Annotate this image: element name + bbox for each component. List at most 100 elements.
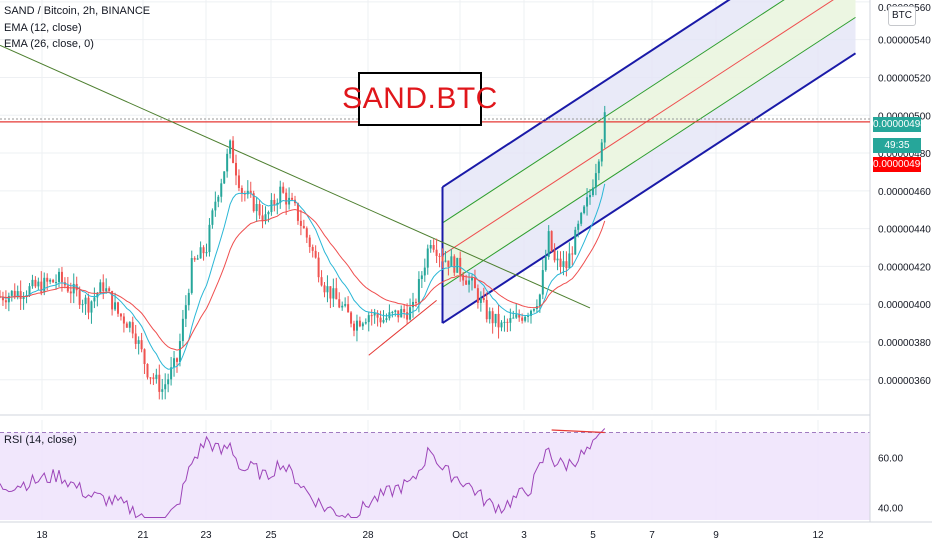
date-tick-label: 12: [812, 530, 824, 541]
candle-body: [364, 322, 367, 324]
candle-body: [603, 112, 606, 143]
candle-body: [152, 377, 155, 379]
candle-body: [479, 297, 482, 303]
candle-body: [462, 274, 465, 281]
candle-body: [556, 258, 559, 261]
candle-body: [586, 197, 589, 207]
candle-body: [296, 203, 299, 221]
candle-body: [574, 229, 577, 255]
candle-body: [137, 340, 140, 344]
candle-body: [447, 260, 450, 267]
support-line: [368, 300, 437, 356]
candle-body: [131, 322, 134, 334]
candle-body: [246, 190, 249, 195]
candle-body: [553, 250, 556, 261]
currency-badge[interactable]: BTC: [888, 6, 916, 26]
candle-body: [187, 292, 190, 306]
candle-body: [527, 315, 530, 317]
candle-body: [580, 212, 583, 224]
price-tick-label: 0.00000380: [878, 338, 931, 349]
candle-body: [471, 277, 473, 281]
candle-body: [167, 379, 170, 385]
candle-body: [414, 301, 417, 303]
candle-body: [597, 161, 600, 174]
channel-fill-outer-lower: [442, 17, 856, 324]
candle-body: [308, 237, 311, 247]
candle-body: [220, 183, 223, 197]
candle-body: [105, 288, 108, 292]
candle-body: [22, 297, 25, 299]
candle-body: [282, 186, 285, 193]
candle-body: [412, 301, 414, 308]
candle-body: [55, 282, 58, 284]
candle-body: [432, 245, 435, 250]
candle-body: [226, 153, 229, 172]
watermark-text: SAND.BTC: [342, 82, 498, 115]
candle-body: [34, 279, 37, 287]
candle-body: [485, 300, 488, 320]
candle-body: [350, 312, 353, 324]
rsi-legend[interactable]: RSI (14, close): [4, 434, 77, 446]
channel-outer-upper: [441, 0, 731, 188]
candle-body: [468, 280, 471, 285]
candle-body: [435, 249, 438, 256]
pitchfork-channel[interactable]: [441, 0, 857, 324]
candle-body: [594, 173, 597, 188]
candle-body: [532, 309, 535, 311]
candle-body: [125, 323, 128, 328]
rsi-band: [0, 432, 870, 520]
candle-body: [488, 311, 491, 320]
candle-body: [190, 258, 193, 293]
candle-body: [196, 258, 199, 260]
candle-body: [429, 245, 432, 249]
candle-body: [1, 296, 4, 301]
candle-body: [450, 256, 453, 267]
candle-body: [562, 261, 565, 267]
candle-body: [143, 349, 146, 365]
channel-median: [442, 0, 834, 256]
candle-body: [52, 279, 55, 283]
candle-body: [164, 384, 167, 390]
candle-body: [335, 288, 338, 300]
ema12-line: [0, 183, 606, 370]
candle-body: [524, 316, 527, 321]
candle-body: [544, 256, 547, 271]
candle-body: [7, 295, 10, 303]
candle-body: [473, 277, 476, 289]
candle-body: [559, 258, 562, 267]
candle-body: [279, 186, 282, 203]
ema12-legend[interactable]: EMA (12, close): [4, 22, 82, 34]
candle-body: [261, 215, 264, 222]
candle-body: [583, 206, 586, 213]
date-tick-label: Oct: [452, 530, 468, 541]
channel-inner-lower: [442, 16, 856, 288]
price-tick-label: 0.00000400: [878, 300, 931, 311]
candle-body: [255, 204, 258, 212]
candle-body: [237, 175, 240, 188]
candle-body: [521, 317, 524, 321]
candle-body: [117, 302, 119, 314]
candle-body: [75, 283, 78, 291]
candle-body: [285, 192, 288, 205]
candle-body: [10, 290, 13, 296]
ema26-legend[interactable]: EMA (26, close, 0): [4, 38, 94, 50]
candle-body: [530, 310, 532, 316]
candle-body: [302, 225, 305, 229]
rsi-pane: [0, 428, 606, 519]
price-tick-label: 0.00000500: [878, 111, 931, 122]
red-line-price-tag: 0.00000496: [873, 157, 926, 172]
candle-body: [288, 197, 291, 205]
candle-body: [193, 258, 196, 260]
last-price-tag: 0.00000498: [873, 117, 926, 132]
candle-body: [155, 374, 158, 379]
candle-body: [81, 304, 84, 306]
candle-body: [503, 321, 506, 323]
symbol-title[interactable]: SAND / Bitcoin, 2h, BINANCE: [4, 5, 151, 17]
candle-body: [66, 285, 69, 292]
trendlines[interactable]: [0, 44, 591, 356]
candle-body: [258, 204, 261, 216]
candle-body: [305, 228, 308, 238]
date-tick-label: 3: [521, 530, 527, 541]
candle-body: [417, 279, 420, 303]
